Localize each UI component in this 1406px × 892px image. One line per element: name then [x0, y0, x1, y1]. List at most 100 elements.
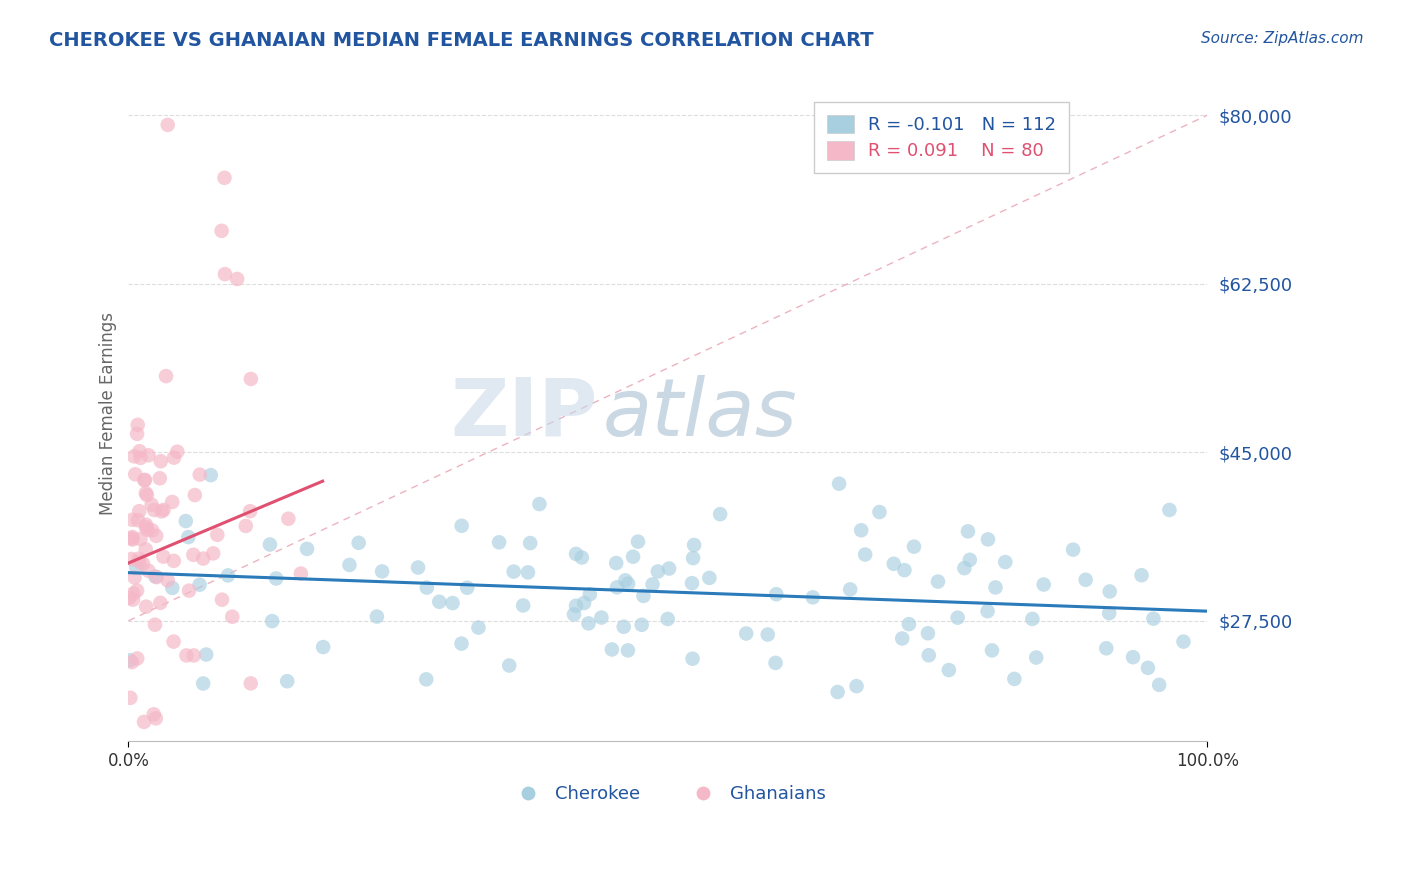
Point	[839, 582, 862, 597]
Point	[134, 473, 156, 487]
Point	[1142, 612, 1164, 626]
Point	[155, 369, 177, 384]
Point	[1159, 503, 1181, 517]
Point	[276, 674, 298, 689]
Point	[371, 565, 394, 579]
Text: atlas: atlas	[603, 375, 797, 453]
Point	[295, 541, 318, 556]
Point	[176, 648, 198, 663]
Text: CHEROKEE VS GHANAIAN MEDIAN FEMALE EARNINGS CORRELATION CHART: CHEROKEE VS GHANAIAN MEDIAN FEMALE EARNI…	[49, 31, 875, 50]
Point	[1002, 672, 1025, 686]
Point	[160, 495, 183, 509]
Point	[851, 523, 873, 537]
Point	[162, 634, 184, 648]
Point	[135, 599, 157, 614]
Point	[827, 685, 849, 699]
Point	[415, 673, 437, 687]
Point	[893, 563, 915, 577]
Point	[143, 503, 166, 517]
Point	[709, 507, 731, 521]
Point	[488, 535, 510, 549]
Point	[938, 663, 960, 677]
Point	[450, 637, 472, 651]
Point	[614, 574, 637, 588]
Point	[127, 417, 149, 432]
Point	[517, 566, 540, 580]
Point	[959, 553, 981, 567]
Point	[683, 538, 706, 552]
Point	[976, 604, 998, 618]
Point	[184, 488, 207, 502]
Point	[529, 497, 551, 511]
Point	[290, 566, 312, 581]
Point	[682, 551, 704, 566]
Point	[221, 609, 243, 624]
Point	[127, 651, 149, 665]
Point	[162, 581, 184, 595]
Point	[735, 626, 758, 640]
Point	[259, 537, 281, 551]
Point	[765, 587, 787, 601]
Point	[143, 569, 166, 583]
Point	[1032, 577, 1054, 591]
Point	[1021, 612, 1043, 626]
Point	[125, 560, 148, 574]
Point	[127, 583, 149, 598]
Point	[1098, 606, 1121, 620]
Point	[136, 523, 159, 537]
Point	[235, 519, 257, 533]
Point	[156, 574, 179, 588]
Point	[128, 551, 150, 566]
Point	[143, 617, 166, 632]
Point	[801, 591, 824, 605]
Point	[579, 587, 602, 601]
Point	[193, 551, 215, 566]
Point	[984, 581, 1007, 595]
Point	[853, 548, 876, 562]
Point	[456, 581, 478, 595]
Point	[502, 565, 524, 579]
Point	[897, 617, 920, 632]
Point	[1025, 650, 1047, 665]
Point	[571, 550, 593, 565]
Point	[149, 454, 172, 468]
Point	[127, 426, 149, 441]
Point	[627, 534, 650, 549]
Point	[946, 610, 969, 624]
Point	[121, 532, 143, 546]
Point	[214, 267, 236, 281]
Point	[681, 576, 703, 591]
Point	[956, 524, 979, 539]
Point	[122, 592, 145, 607]
Point	[149, 471, 172, 485]
Point	[128, 444, 150, 458]
Point	[600, 642, 623, 657]
Point	[658, 561, 681, 575]
Point	[132, 557, 155, 571]
Point	[214, 170, 236, 185]
Point	[657, 612, 679, 626]
Point	[1136, 661, 1159, 675]
Point	[450, 518, 472, 533]
Point	[591, 610, 613, 624]
Point	[562, 607, 585, 622]
Legend: Cherokee, Ghanaians: Cherokee, Ghanaians	[502, 779, 834, 811]
Point	[188, 577, 211, 591]
Point	[121, 655, 143, 669]
Point	[124, 570, 146, 584]
Point	[633, 589, 655, 603]
Point	[918, 648, 941, 663]
Point	[202, 546, 225, 560]
Point	[145, 570, 167, 584]
Point	[1098, 584, 1121, 599]
Point	[1095, 641, 1118, 656]
Point	[312, 640, 335, 654]
Point	[207, 528, 229, 542]
Point	[578, 616, 600, 631]
Point	[621, 549, 644, 564]
Point	[498, 658, 520, 673]
Point	[264, 572, 287, 586]
Point	[135, 486, 157, 500]
Point	[183, 548, 205, 562]
Point	[416, 581, 439, 595]
